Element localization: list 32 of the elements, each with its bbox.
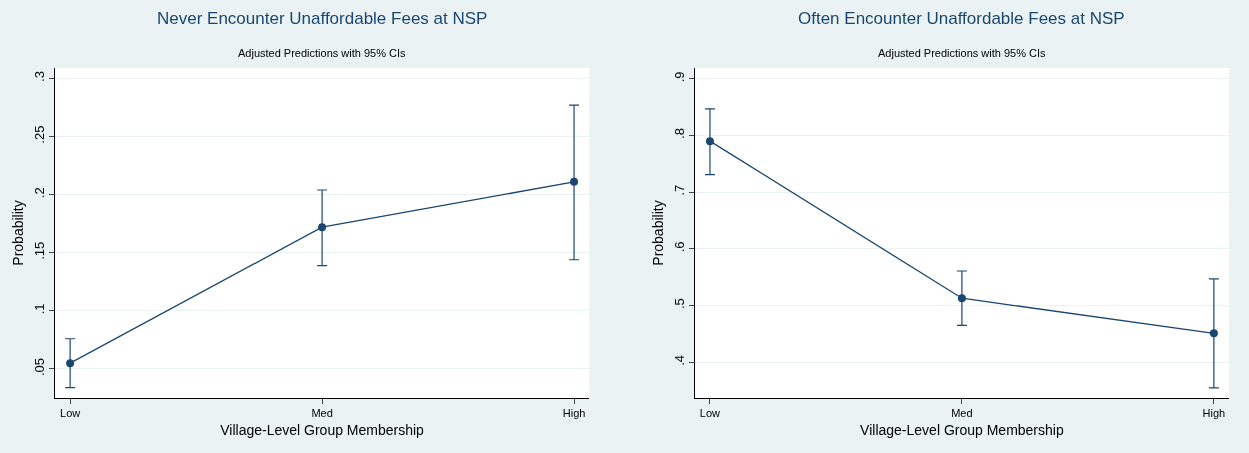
y-tick-label: .8 — [671, 128, 687, 139]
x-tick-label: High — [562, 407, 586, 420]
y-tick-label: .1 — [31, 303, 47, 315]
y-tick-label: .4 — [671, 354, 687, 366]
chart-title: Never Encounter Unaffordable Fees at NSP — [157, 9, 488, 28]
y-tick-label: .6 — [671, 241, 687, 253]
x-tick-label: Med — [311, 407, 333, 420]
y-tick-label: .25 — [31, 125, 47, 144]
y-tick-label: .2 — [31, 187, 47, 199]
point — [66, 359, 75, 368]
y-tick-label: .05 — [31, 357, 47, 377]
chart-subtitle: Adjusted Predictions with 95% CIs — [878, 47, 1047, 59]
x-axis-title: Village-Level Group Membership — [220, 421, 425, 438]
x-tick-label: Low — [60, 407, 81, 420]
x-axis-title: Village-Level Group Membership — [860, 421, 1064, 438]
x-tick-label: Low — [699, 407, 721, 420]
y-tick-label: .5 — [671, 298, 687, 310]
point — [705, 137, 714, 146]
chart-subtitle: Adjusted Predictions with 95% CIs — [238, 47, 407, 59]
y-tick-label: .3 — [31, 71, 47, 82]
x-tick-label: Med — [951, 407, 973, 420]
y-tick-label: .9 — [671, 71, 687, 83]
point — [570, 177, 579, 186]
y-axis-title: Probability — [650, 200, 667, 266]
y-tick-label: .7 — [671, 184, 687, 196]
point — [1209, 329, 1218, 338]
x-tick-label: High — [1202, 407, 1226, 420]
y-tick-label: .15 — [31, 241, 47, 260]
chart-title: Often Encounter Unaffordable Fees at NSP — [798, 9, 1125, 28]
y-axis-title: Probability — [10, 200, 27, 266]
point — [957, 294, 966, 303]
point — [318, 223, 327, 232]
